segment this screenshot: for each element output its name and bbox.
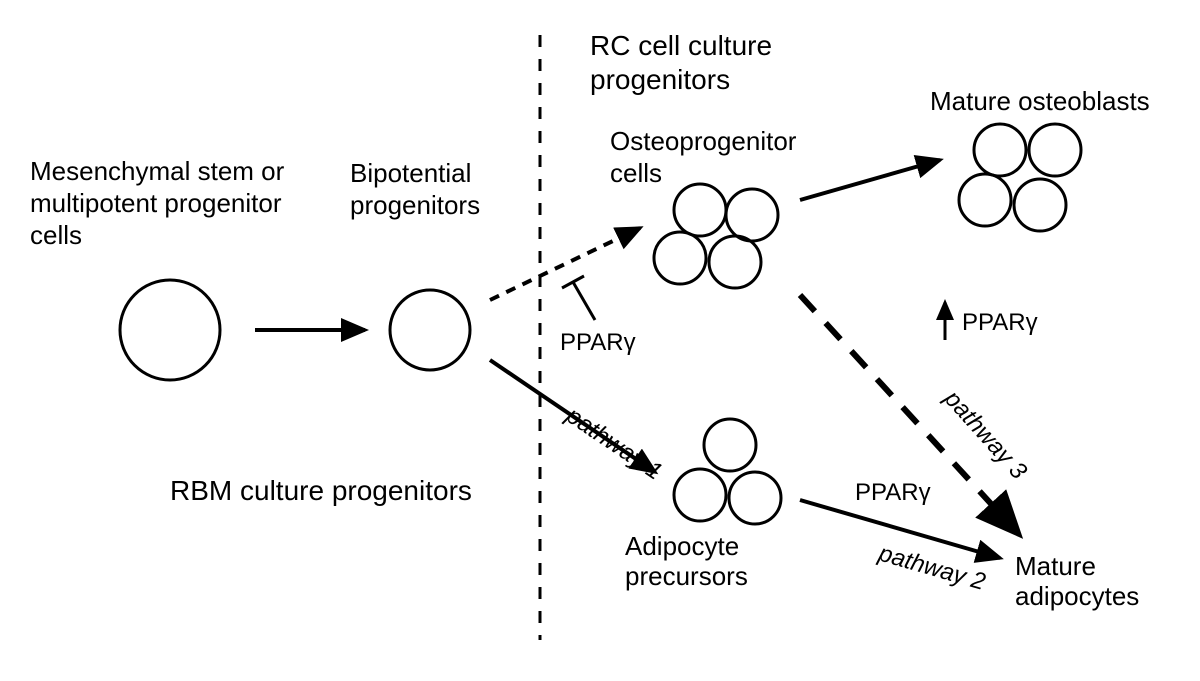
mature-osteoblasts-label: Mature osteoblasts (930, 86, 1150, 116)
osteoprogenitor-cell-icon (709, 236, 761, 288)
osteoblast-cell-icon (959, 174, 1011, 226)
osteoprogenitor-label-2: cells (610, 158, 662, 188)
osteoprogenitor-node: Osteoprogenitor cells (610, 126, 797, 288)
bipotential-cell-icon (390, 290, 470, 370)
mature-adipocytes-node: Mature adipocytes (1015, 551, 1139, 611)
adipocyte-precursors-label-1: Adipocyte (625, 531, 739, 561)
pathway3-label: pathway 3 (938, 385, 1032, 486)
pathway1-label: pathway 1 (560, 401, 667, 485)
osteoprogenitor-cell-icon (726, 189, 778, 241)
arrow-osteoprogenitor-to-osteoblasts (800, 160, 940, 200)
bipotential-node: Bipotential progenitors (350, 158, 480, 370)
adipocyte-precursors-label-2: precursors (625, 561, 748, 591)
adipocyte-precursor-cell-icon (729, 472, 781, 524)
rc-section-label-line1: RC cell culture (590, 30, 772, 61)
ppar-inhibit-marker (562, 276, 595, 320)
adipocyte-precursors-node: Adipocyte precursors (625, 419, 781, 591)
osteoprogenitor-cell-icon (674, 184, 726, 236)
arrow-bipotential-to-osteoprogenitor (490, 228, 640, 300)
bipotential-label-1: Bipotential (350, 158, 471, 188)
osteoblast-cell-icon (974, 124, 1026, 176)
mature-adipocytes-label-1: Mature (1015, 551, 1096, 581)
ppar-pathway2-label: PPARγ (855, 479, 931, 506)
osteoblast-cell-icon (1014, 179, 1066, 231)
bipotential-label-2: progenitors (350, 190, 480, 220)
ppar-up-label: PPARγ (962, 309, 1038, 336)
mature-adipocytes-label-2: adipocytes (1015, 581, 1139, 611)
mesenchymal-label-2: multipotent progenitor (30, 188, 282, 218)
mesenchymal-label-3: cells (30, 220, 82, 250)
mesenchymal-node: Mesenchymal stem or multipotent progenit… (30, 156, 285, 380)
osteoblast-cell-icon (1029, 124, 1081, 176)
cell-differentiation-diagram: RBM culture progenitors RC cell culture … (0, 0, 1200, 681)
mesenchymal-label-1: Mesenchymal stem or (30, 156, 285, 186)
osteoprogenitor-label-1: Osteoprogenitor (610, 126, 797, 156)
rbm-section-label: RBM culture progenitors (170, 475, 472, 506)
osteoprogenitor-cell-icon (654, 232, 706, 284)
rc-section-label-line2: progenitors (590, 64, 730, 95)
adipocyte-precursor-cell-icon (704, 419, 756, 471)
mature-osteoblasts-node: Mature osteoblasts (930, 86, 1150, 231)
adipocyte-precursor-cell-icon (674, 469, 726, 521)
ppar-inhibit-label: PPARγ (560, 329, 636, 356)
mesenchymal-cell-icon (120, 280, 220, 380)
